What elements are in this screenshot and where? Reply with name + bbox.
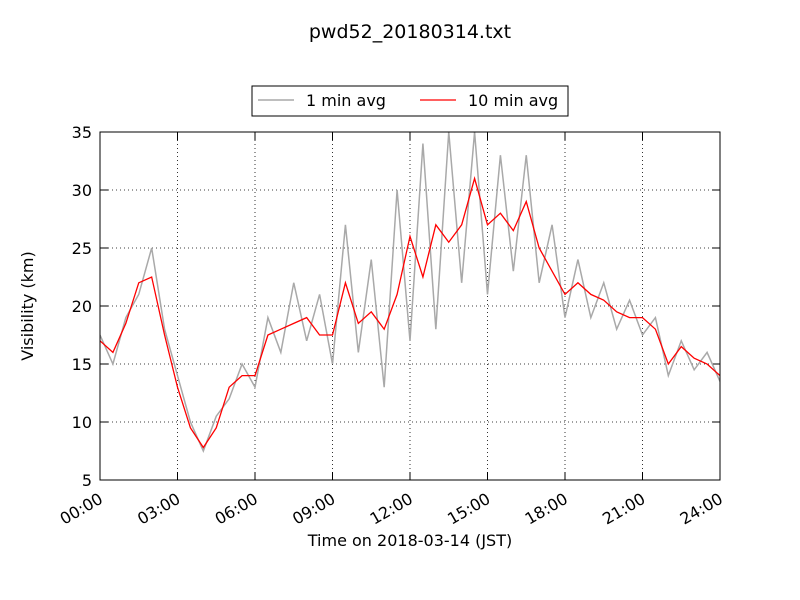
y-tick-label: 15 — [72, 355, 92, 374]
data-line — [100, 132, 720, 453]
plot-frame — [99, 131, 721, 481]
y-tick-label: 20 — [72, 297, 92, 316]
x-axis-label: Time on 2018-03-14 (JST) — [307, 531, 512, 550]
legend-label: 1 min avg — [306, 91, 386, 110]
y-tick-label: 5 — [82, 471, 92, 490]
y-tick-label: 35 — [72, 123, 92, 142]
y-tick-label: 25 — [72, 239, 92, 258]
legend: 1 min avg 10 min avg — [251, 85, 569, 117]
y-tick-label: 10 — [72, 413, 92, 432]
legend-label: 10 min avg — [468, 91, 558, 110]
y-tick-label: 30 — [72, 181, 92, 200]
y-axis-label: Visibility (km) — [18, 251, 37, 360]
chart-title: pwd52_20180314.txt — [309, 21, 511, 43]
plot-lines — [100, 132, 720, 453]
data-line — [100, 175, 720, 449]
legend-box — [251, 85, 569, 117]
